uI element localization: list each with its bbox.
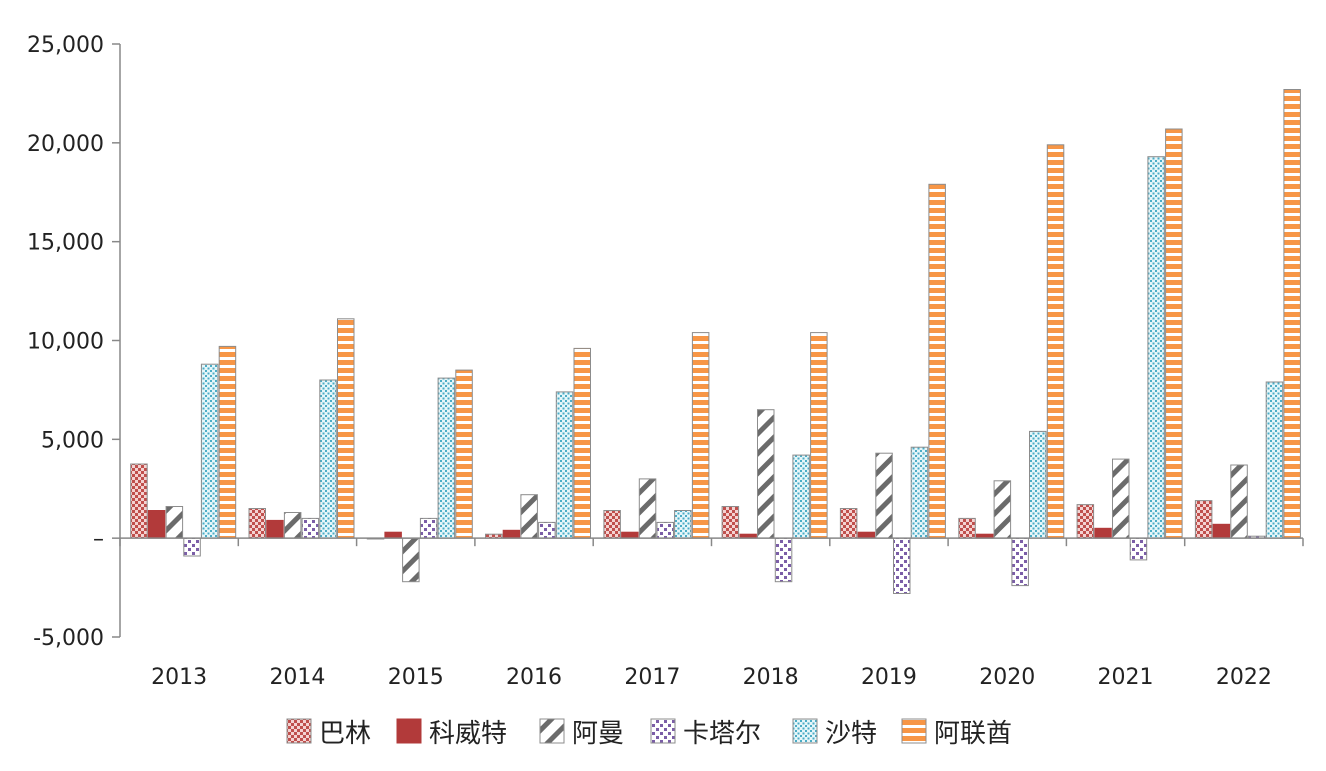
bar-2019-series-2	[875, 452, 893, 539]
bar-2014-series-4	[319, 379, 337, 539]
bar-2017-series-1	[621, 531, 639, 539]
bar-2015-series-2	[402, 537, 420, 583]
bar-2015-series-1	[384, 531, 402, 539]
bar-2016-series-2	[520, 494, 538, 539]
y-tick-label: -5,000	[33, 626, 104, 651]
bar-2018-series-5	[810, 332, 828, 539]
bar-2022-series-4	[1265, 381, 1284, 539]
x-tick-label: 2022	[1216, 665, 1272, 690]
bar-2019-series-0	[839, 508, 858, 539]
bar-2016-series-1	[502, 529, 521, 539]
x-tick-label: 2013	[151, 665, 207, 690]
legend-swatch	[792, 718, 818, 744]
legend-label: 科威特	[429, 719, 507, 749]
x-tick-label: 2017	[624, 665, 680, 690]
legend-label: 阿联酋	[934, 719, 1012, 749]
bar-2017-series-2	[638, 478, 657, 539]
x-tick-label: 2014	[269, 665, 325, 690]
bar-2019-series-3	[893, 537, 911, 595]
bar-2021-series-1	[1094, 527, 1112, 539]
bar-2014-series-0	[248, 508, 266, 539]
bar-2016-series-4	[555, 391, 574, 539]
bar-2019-series-4	[910, 446, 929, 539]
bar-2017-series-3	[656, 521, 674, 539]
bar-2018-series-0	[721, 506, 740, 539]
bar-2017-series-0	[603, 510, 621, 539]
bar-2021-series-5	[1165, 128, 1183, 539]
legend-swatch	[396, 718, 422, 744]
y-tick-label: 20,000	[27, 132, 104, 157]
legend-label: 阿曼	[572, 719, 624, 749]
bar-2022-series-2	[1230, 464, 1248, 539]
x-tick-label: 2018	[743, 665, 799, 690]
bar-2019-series-1	[857, 531, 876, 539]
y-tick-label: 10,000	[27, 330, 104, 355]
legend-label: 卡塔尔	[683, 719, 761, 749]
x-tick-label: 2015	[388, 665, 444, 690]
bars-layer	[130, 89, 1301, 595]
bar-2014-series-2	[283, 512, 302, 539]
bar-2013-series-5	[218, 345, 237, 539]
bar-2015-series-3	[419, 517, 438, 539]
legend: 巴林 科威特 阿曼 卡塔尔 沙特 阿联酋	[286, 718, 1012, 749]
legend-swatch	[539, 718, 565, 744]
bar-2020-series-0	[958, 517, 976, 539]
bar-2022-series-5	[1283, 89, 1301, 539]
legend-swatch	[650, 718, 676, 744]
bar-2022-series-0	[1194, 500, 1213, 539]
y-tick-label: 15,000	[27, 231, 104, 256]
bar-2021-series-0	[1076, 504, 1095, 539]
bar-2018-series-3	[774, 537, 793, 583]
bar-2017-series-5	[691, 332, 710, 539]
bar-2018-series-2	[757, 409, 775, 539]
bar-2014-series-5	[337, 318, 355, 539]
bar-2020-series-4	[1029, 430, 1047, 539]
x-tick-label: 2021	[1098, 665, 1154, 690]
legend-label: 沙特	[825, 719, 877, 749]
legend-swatch	[286, 718, 312, 744]
x-tick-label: 2019	[861, 665, 917, 690]
bar-2019-series-5	[928, 183, 946, 539]
bar-2018-series-4	[792, 454, 810, 539]
y-tick-label: 5,000	[41, 428, 104, 453]
bar-2017-series-4	[674, 510, 692, 539]
bar-2015-series-5	[455, 369, 473, 539]
axes-layer: -5,000 – 5,000 10,000 15,000 20,000 25,000 2013…	[27, 33, 1304, 690]
x-tick-label: 2016	[506, 665, 562, 690]
bar-2016-series-3	[538, 521, 556, 539]
bar-2013-series-1	[147, 510, 166, 539]
legend-label: 巴林	[319, 719, 371, 749]
bar-2021-series-3	[1129, 537, 1148, 561]
bar-2015-series-4	[437, 377, 456, 539]
bar-2020-series-5	[1046, 144, 1065, 539]
bar-2014-series-1	[266, 519, 284, 539]
y-tick-label: –	[93, 527, 104, 552]
bar-2014-series-3	[301, 517, 320, 539]
bar-2013-series-4	[200, 363, 219, 539]
bar-2016-series-5	[573, 347, 591, 539]
bar-2013-series-2	[165, 506, 184, 539]
bar-2013-series-3	[183, 537, 201, 557]
bar-2022-series-1	[1212, 523, 1231, 539]
x-tick-label: 2020	[979, 665, 1035, 690]
legend-swatch	[901, 718, 927, 744]
bar-2013-series-0	[130, 463, 148, 539]
bar-2021-series-2	[1112, 458, 1130, 539]
bar-2020-series-3	[1011, 537, 1029, 587]
y-tick-label: 25,000	[27, 33, 104, 58]
bar-2020-series-2	[993, 480, 1012, 539]
bar-2021-series-4	[1147, 156, 1165, 539]
